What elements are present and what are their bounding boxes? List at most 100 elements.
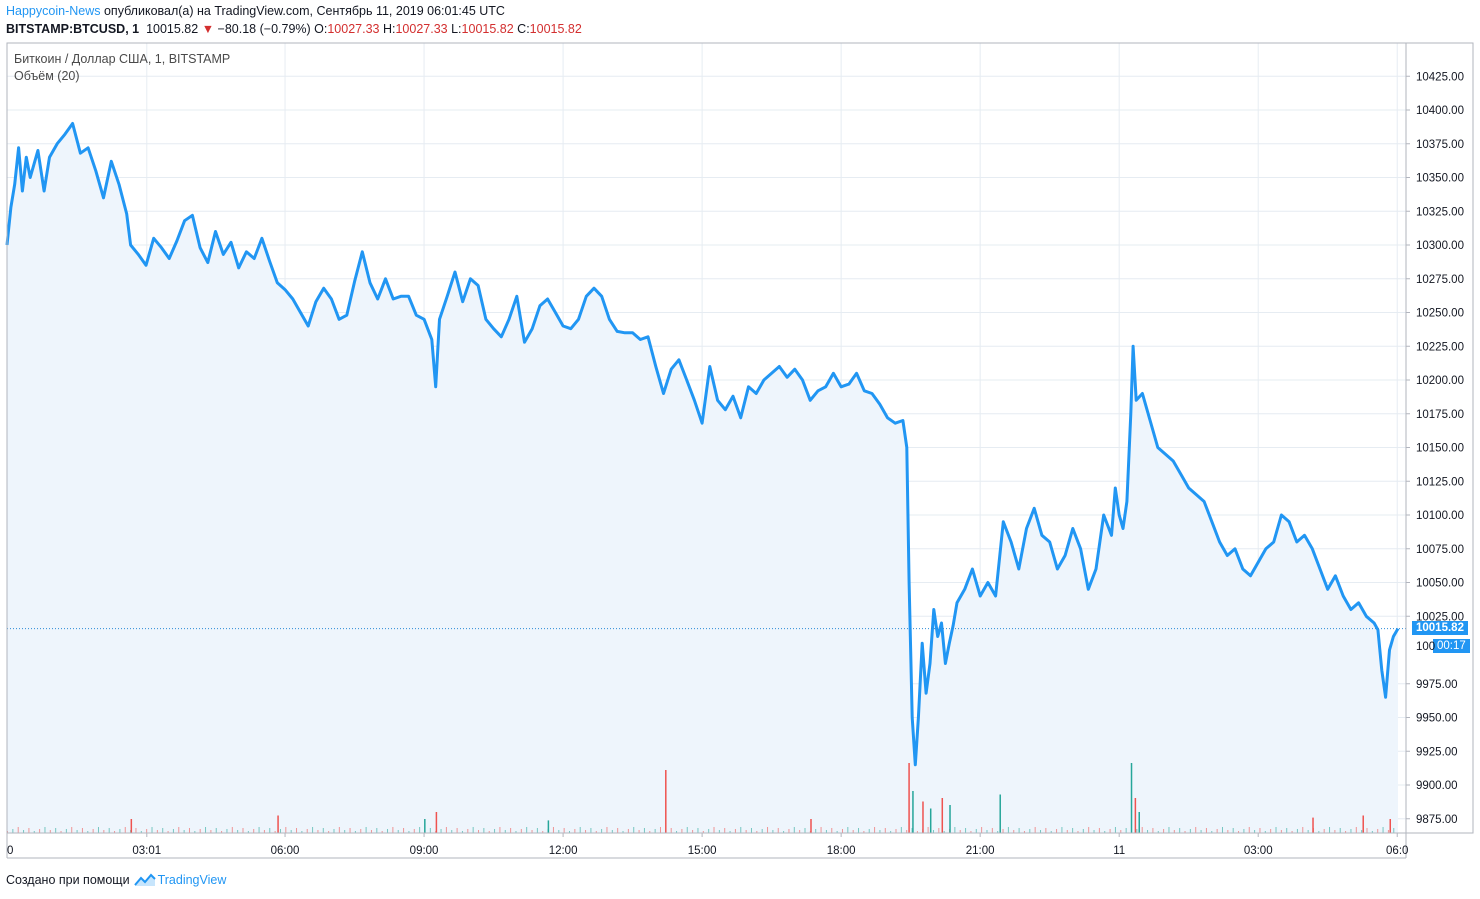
y-tick-label: 10275.00 xyxy=(1416,274,1464,286)
volume-bar xyxy=(1077,831,1079,833)
volume-bar xyxy=(959,830,961,833)
volume-bar xyxy=(702,831,704,833)
volume-bar xyxy=(167,831,169,833)
price-chart[interactable]: 9875.00 9900.00 9925.00 9950.00 9975.00 10025… xyxy=(0,0,1480,865)
volume-bar xyxy=(1093,830,1095,833)
volume-bar xyxy=(654,829,656,833)
author-link[interactable]: Happycoin-News xyxy=(6,4,101,18)
volume-bar xyxy=(76,830,78,833)
volume-bar xyxy=(365,827,367,833)
volume-spike xyxy=(1362,815,1364,833)
volume-bar xyxy=(692,830,694,833)
volume-bar xyxy=(670,828,672,833)
low-label: L: xyxy=(451,22,462,36)
volume-bar xyxy=(1259,828,1261,833)
x-tick-label: 03:00 xyxy=(1244,845,1273,857)
volume-bar xyxy=(103,830,105,833)
volume-bar xyxy=(445,827,447,833)
volume-bar xyxy=(429,828,431,833)
volume-bar xyxy=(1120,830,1122,833)
volume-bar xyxy=(750,828,752,833)
volume-bar xyxy=(205,827,207,833)
chart-frame xyxy=(6,42,1474,859)
volume-bar xyxy=(81,828,83,833)
volume-bar xyxy=(729,831,731,833)
volume-bar xyxy=(322,828,324,833)
volume-bar xyxy=(1072,828,1074,833)
published-text: опубликовал(а) на TradingView.com, Сентя… xyxy=(103,4,505,18)
plot-border xyxy=(6,42,1474,834)
volume-bar xyxy=(622,831,624,833)
volume-bar xyxy=(419,827,421,833)
volume-bar xyxy=(916,831,918,833)
volume-bar xyxy=(724,828,726,833)
volume-bar xyxy=(306,829,308,833)
tradingview-link[interactable]: TradingView xyxy=(133,873,226,887)
volume-bar xyxy=(172,829,174,833)
volume-bar xyxy=(820,827,822,833)
volume-bar xyxy=(301,831,303,833)
volume-bar xyxy=(777,828,779,833)
volume-bar xyxy=(296,828,298,833)
volume-bar xyxy=(135,828,137,833)
volume-bar xyxy=(1318,831,1320,833)
y-tick-label: 10100.00 xyxy=(1416,510,1464,522)
volume-bar xyxy=(1307,830,1309,833)
volume-bar xyxy=(858,828,860,833)
volume-bar xyxy=(387,829,389,833)
volume-bar xyxy=(970,831,972,833)
y-tick-label: 10400.00 xyxy=(1416,105,1464,117)
volume-bar xyxy=(585,830,587,833)
volume-bar xyxy=(71,827,73,833)
volume-bar xyxy=(1227,830,1229,833)
volume-spike xyxy=(929,808,932,833)
volume-bar xyxy=(1195,827,1197,833)
volume-bar xyxy=(997,831,999,833)
volume-bar xyxy=(114,831,116,833)
volume-bar xyxy=(531,830,533,833)
volume-bar xyxy=(194,831,196,833)
volume-bar xyxy=(611,830,613,833)
volume-bar xyxy=(55,828,57,833)
down-arrow-icon: ▼ xyxy=(201,22,215,36)
volume-bar xyxy=(1088,827,1090,833)
volume-bar xyxy=(825,830,827,833)
volume-bar xyxy=(1270,829,1272,833)
volume-bar xyxy=(488,831,490,833)
volume-bar xyxy=(1361,830,1363,833)
volume-bar xyxy=(515,831,517,833)
x-tick-label: 12:00 xyxy=(549,845,578,857)
volume-spike xyxy=(1130,763,1133,833)
price-axis[interactable]: 9875.00 9900.00 9925.00 9950.00 9975.00 10025… xyxy=(1406,71,1464,826)
volume-bar xyxy=(87,831,89,833)
time-axis[interactable]: 0 03:01 06:00 09:00 12:00 15:00 18:00 21:00 11 03… xyxy=(6,833,1408,857)
volume-bar xyxy=(1179,828,1181,833)
volume-spike xyxy=(435,812,438,833)
volume-bar xyxy=(1216,829,1218,833)
volume-bar xyxy=(39,829,41,833)
volume-bar xyxy=(1355,827,1357,833)
volume-bar xyxy=(210,830,212,833)
volume-bar xyxy=(659,827,661,833)
publish-line: Happycoin-News опубликовал(а) на Trading… xyxy=(6,4,505,18)
volume-bar xyxy=(1189,829,1191,833)
volume-bar xyxy=(472,827,474,833)
volume-bar xyxy=(627,829,629,833)
volume-bar xyxy=(108,828,110,833)
volume-bar xyxy=(1382,827,1384,833)
volume-bar xyxy=(606,827,608,833)
volume-bar xyxy=(328,831,330,833)
volume-bar xyxy=(676,831,678,833)
volume-bar xyxy=(461,831,463,833)
volume-bar xyxy=(1023,831,1025,833)
volume-bar xyxy=(354,831,356,833)
volume-bar xyxy=(344,830,346,833)
volume-bar xyxy=(1098,828,1100,833)
volume-bar xyxy=(231,827,233,833)
x-tick-label: 03:01 xyxy=(132,845,161,857)
volume-bar xyxy=(1141,827,1143,833)
volume-bar xyxy=(1366,828,1368,833)
y-tick-label: 9925.00 xyxy=(1416,746,1458,758)
volume-bar xyxy=(274,831,276,833)
volume-bar xyxy=(1205,828,1207,833)
